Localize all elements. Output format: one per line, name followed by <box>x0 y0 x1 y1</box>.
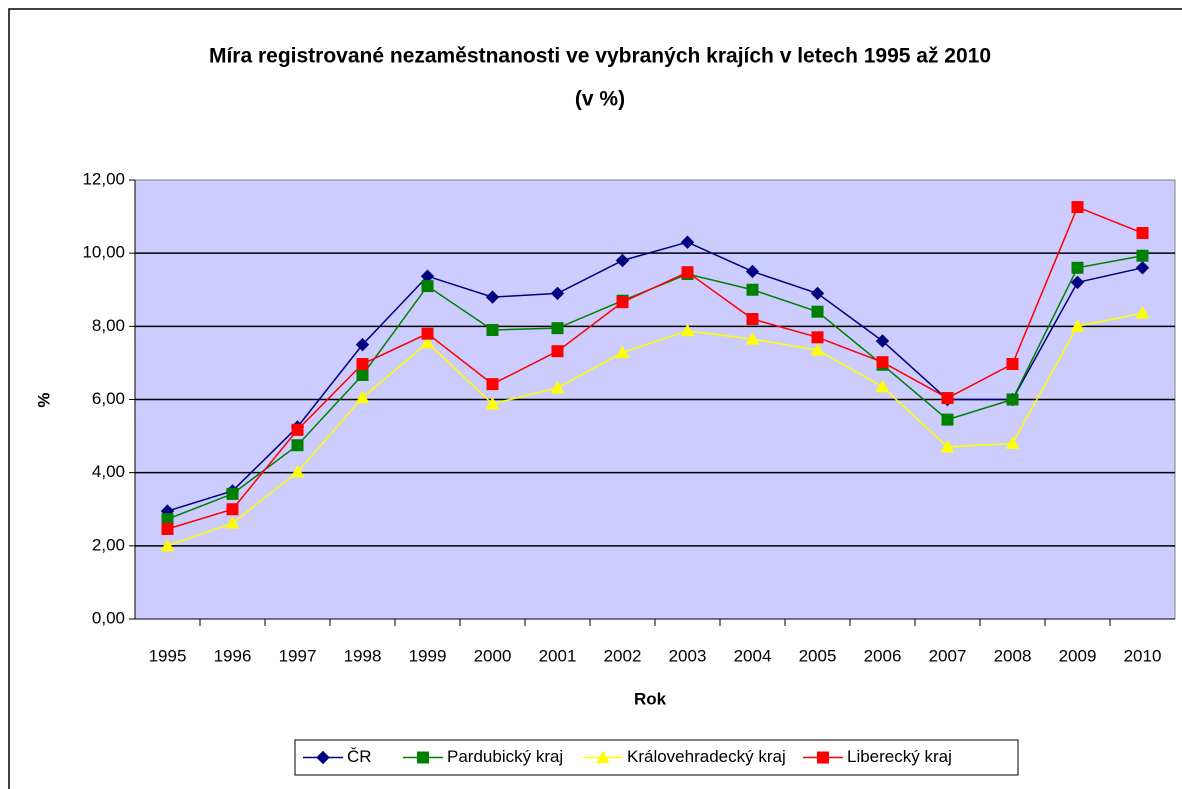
marker <box>875 379 890 393</box>
x-tick-label: 1997 <box>279 646 317 665</box>
marker <box>290 464 305 478</box>
marker <box>551 345 564 358</box>
marker <box>1136 249 1149 262</box>
marker <box>940 440 955 453</box>
y-tick-label: 6,00 <box>92 389 125 408</box>
marker <box>1135 261 1150 275</box>
x-tick-label: 2009 <box>1059 646 1097 665</box>
marker <box>745 264 760 279</box>
marker <box>421 280 434 293</box>
chart-title: Míra registrované nezaměstnanosti ve vyb… <box>209 45 991 68</box>
x-tick-label: 1996 <box>214 646 252 665</box>
x-tick-label: 1999 <box>409 646 447 665</box>
x-tick-label: 2000 <box>474 646 512 665</box>
marker <box>356 368 369 381</box>
legend-label: ČR <box>347 747 372 766</box>
marker <box>486 323 499 336</box>
legend-marker <box>817 751 829 764</box>
marker <box>225 516 240 529</box>
series-line <box>167 241 1143 512</box>
marker <box>291 439 304 452</box>
legend-marker <box>596 750 610 763</box>
marker <box>616 296 629 309</box>
marker <box>875 334 890 348</box>
marker <box>811 305 824 318</box>
marker <box>745 332 760 345</box>
marker <box>550 380 565 394</box>
legend-label: Pardubický kraj <box>447 747 563 766</box>
marker <box>485 396 500 410</box>
y-tick-label: 10,00 <box>82 243 125 262</box>
marker <box>1006 358 1019 371</box>
marker <box>746 283 759 296</box>
marker <box>486 378 499 391</box>
chart-subtitle: (v %) <box>575 88 625 111</box>
x-axis-label: Rok <box>634 689 667 708</box>
y-tick-label: 12,00 <box>82 169 125 188</box>
legend-marker <box>316 750 330 765</box>
y-tick-label: 2,00 <box>92 535 125 554</box>
marker <box>681 266 694 279</box>
series-line <box>167 312 1143 547</box>
x-tick-label: 2008 <box>994 646 1032 665</box>
y-axis-label: % <box>34 392 53 407</box>
x-tick-label: 2006 <box>864 646 902 665</box>
marker <box>485 290 500 304</box>
legend-label: Liberecký kraj <box>847 747 952 766</box>
marker <box>226 487 239 500</box>
legend-marker <box>417 751 429 764</box>
marker <box>810 343 825 356</box>
marker <box>355 390 370 404</box>
marker <box>746 313 759 326</box>
x-tick-label: 2005 <box>799 646 837 665</box>
x-tick-label: 2004 <box>734 646 772 665</box>
marker <box>876 356 889 369</box>
marker <box>356 358 369 371</box>
x-tick-label: 2003 <box>669 646 707 665</box>
marker <box>941 413 954 426</box>
marker <box>1135 306 1150 319</box>
legend-label: Královehradecký kraj <box>627 747 786 766</box>
marker <box>420 335 435 349</box>
marker <box>615 253 630 268</box>
marker <box>1006 393 1019 406</box>
marker <box>941 392 954 405</box>
x-tick-label: 2002 <box>604 646 642 665</box>
marker <box>811 331 824 344</box>
marker <box>1070 275 1085 290</box>
marker <box>1071 261 1084 274</box>
x-tick-label: 1998 <box>344 646 382 665</box>
y-tick-label: 0,00 <box>92 608 125 627</box>
y-tick-label: 8,00 <box>92 316 125 335</box>
marker <box>1071 201 1084 214</box>
marker <box>161 523 174 536</box>
marker <box>615 345 630 359</box>
marker <box>680 235 695 249</box>
series-line <box>167 206 1143 530</box>
marker <box>160 538 175 552</box>
marker <box>1136 227 1149 240</box>
marker <box>355 337 370 352</box>
marker <box>1005 436 1020 449</box>
x-tick-label: 2010 <box>1124 646 1162 665</box>
marker <box>551 322 564 335</box>
marker <box>550 286 565 301</box>
y-tick-label: 4,00 <box>92 462 125 481</box>
marker <box>810 286 825 301</box>
marker <box>680 323 695 337</box>
marker <box>291 423 304 436</box>
marker <box>421 327 434 340</box>
marker <box>226 503 239 516</box>
marker <box>1070 319 1085 332</box>
marker <box>161 513 174 526</box>
x-tick-label: 2007 <box>929 646 967 665</box>
x-tick-label: 2001 <box>539 646 577 665</box>
x-tick-label: 1995 <box>149 646 187 665</box>
